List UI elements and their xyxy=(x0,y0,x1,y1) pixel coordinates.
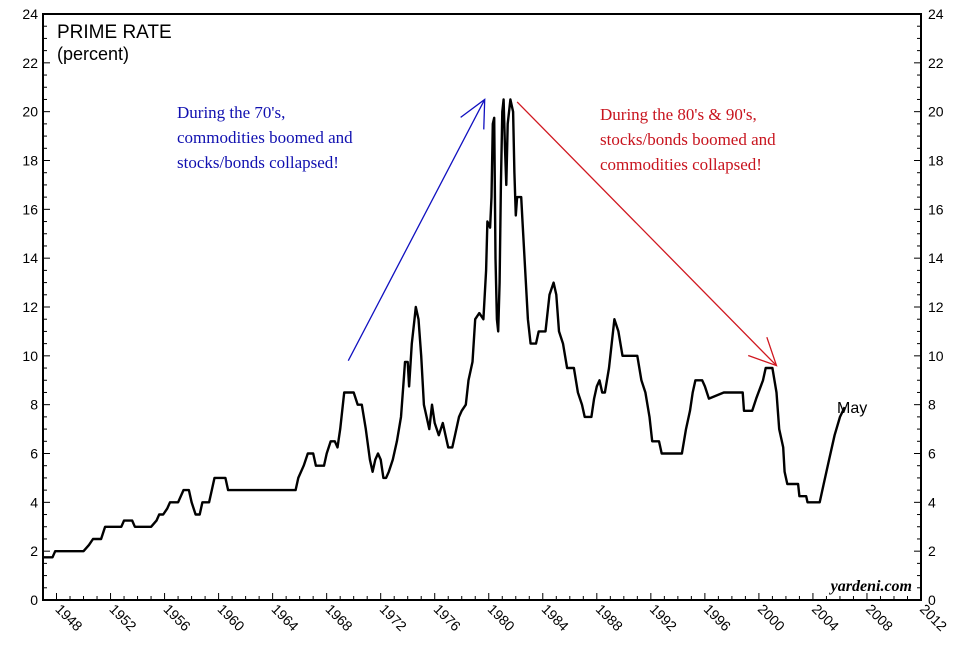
x-tick-label: 1996 xyxy=(701,601,734,634)
x-tick-label: 1948 xyxy=(52,601,85,634)
x-tick-label: 1992 xyxy=(647,601,680,634)
chart-title: PRIME RATE xyxy=(57,22,172,43)
trend-arrow-shaft xyxy=(347,99,486,362)
y-tick-label-right: 4 xyxy=(928,494,936,510)
annotation-70s-line-1: During the 70's, xyxy=(177,103,285,122)
y-tick-label-right: 12 xyxy=(928,299,944,315)
y-tick-label-right: 8 xyxy=(928,397,936,413)
chart-subtitle: (percent) xyxy=(57,44,129,64)
annotation-80s-90s: During the 80's & 90's, stocks/bonds boo… xyxy=(600,105,776,174)
annotation-70s-line-2: commodities boomed and xyxy=(177,128,353,147)
y-tick-label-left: 12 xyxy=(22,299,38,315)
trend-arrows xyxy=(347,98,778,367)
x-tick-label: 2004 xyxy=(809,601,842,634)
y-tick-label-right: 6 xyxy=(928,446,936,462)
x-tick-label: 2008 xyxy=(863,601,896,634)
y-tick-label-left: 0 xyxy=(30,592,38,608)
y-tick-label-left: 6 xyxy=(30,446,38,462)
axis-ticks xyxy=(42,13,922,601)
trend-arrow-head xyxy=(460,98,486,130)
x-tick-label: 2012 xyxy=(917,601,950,634)
y-tick-label-left: 14 xyxy=(22,250,38,266)
y-tick-label-left: 10 xyxy=(22,348,38,364)
plot-frame xyxy=(42,13,922,601)
y-tick-label-right: 2 xyxy=(928,543,936,559)
y-tick-label-right: 20 xyxy=(928,104,944,120)
x-tick-label: 1952 xyxy=(106,601,139,634)
x-tick-label: 1968 xyxy=(323,601,356,634)
y-tick-label-right: 0 xyxy=(928,592,936,608)
x-tick-label: 1964 xyxy=(269,601,302,634)
y-tick-label-right: 10 xyxy=(928,348,944,364)
annotation-80s-90s-line-1: During the 80's & 90's, xyxy=(600,105,757,124)
y-tick-label-left: 18 xyxy=(22,153,38,169)
x-tick-label: 1972 xyxy=(377,601,410,634)
y-tick-label-left: 24 xyxy=(22,6,38,22)
x-tick-label: 1976 xyxy=(431,601,464,634)
prime-rate-series-line xyxy=(43,98,846,559)
x-tick-label: 1956 xyxy=(160,601,193,634)
x-tick-label: 1988 xyxy=(593,601,626,634)
x-tick-label: 2000 xyxy=(755,601,788,634)
y-tick-label-left: 16 xyxy=(22,201,38,217)
y-tick-label-right: 16 xyxy=(928,201,944,217)
y-tick-label-right: 24 xyxy=(928,6,944,22)
source-credit: yardeni.com xyxy=(829,578,912,595)
annotation-70s-line-3: stocks/bonds collapsed! xyxy=(177,153,339,172)
x-tick-label: 1984 xyxy=(539,601,572,634)
trend-arrow-head xyxy=(748,336,778,367)
y-tick-label-right: 18 xyxy=(928,153,944,169)
y-tick-label-left: 8 xyxy=(30,397,38,413)
x-tick-label: 1960 xyxy=(214,601,247,634)
annotation-70s: During the 70's, commodities boomed and … xyxy=(177,103,353,172)
y-tick-label-left: 22 xyxy=(22,55,38,71)
y-tick-label-right: 14 xyxy=(928,250,944,266)
x-tick-label: 1980 xyxy=(485,601,518,634)
y-tick-label-left: 2 xyxy=(30,543,38,559)
y-tick-label-left: 20 xyxy=(22,104,38,120)
x-axis-labels: 1948 1952 1956 1960 1964 1968 1972 1976 1980 1984… xyxy=(52,601,950,634)
annotation-80s-90s-line-3: commodities collapsed! xyxy=(600,155,762,174)
y-tick-label-right: 22 xyxy=(928,55,944,71)
end-point-label: May xyxy=(837,400,867,417)
trend-arrow-shaft xyxy=(516,101,777,367)
annotation-80s-90s-line-2: stocks/bonds boomed and xyxy=(600,130,776,149)
y-tick-label-left: 4 xyxy=(30,494,38,510)
